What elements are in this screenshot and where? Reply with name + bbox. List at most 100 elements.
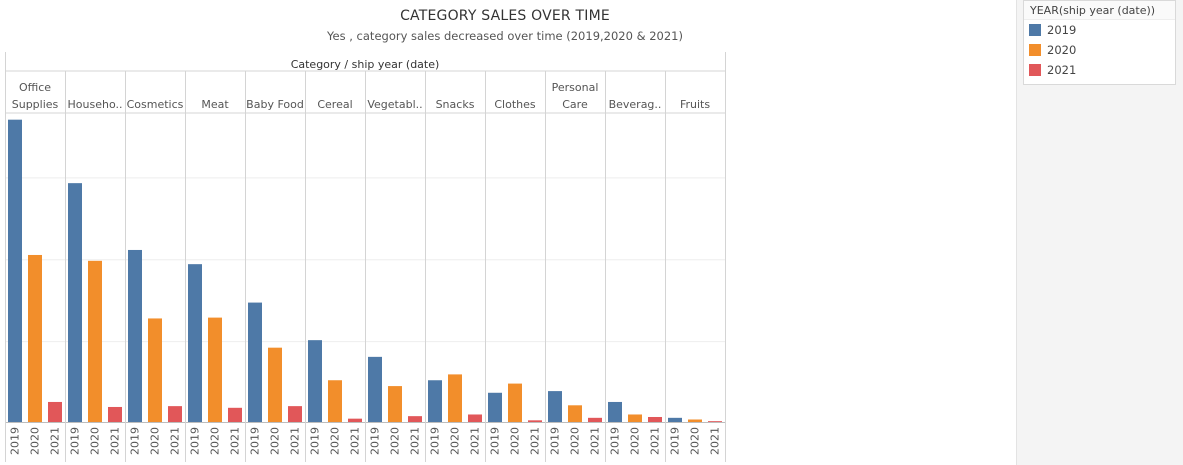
- legend-swatch-2019: [1029, 24, 1041, 36]
- category-label-househo: Househo..: [68, 98, 123, 111]
- bar-cosmetics-2019: [128, 249, 142, 422]
- legend-label-2021: 2021: [1047, 63, 1077, 77]
- year-tick-meat-2020: 2020: [209, 427, 222, 455]
- bar-fruits-2019: [668, 417, 682, 422]
- bar-cosmetics-2021: [168, 406, 182, 422]
- legend-item-2020[interactable]: 2020: [1024, 40, 1175, 60]
- category-label-beverag: Beverag..: [609, 98, 662, 111]
- year-tick-househo-2020: 2020: [89, 427, 102, 455]
- year-tick-baby-food-2020: 2020: [269, 427, 282, 455]
- legend-item-2021[interactable]: 2021: [1024, 60, 1175, 80]
- bar-meat-2020: [208, 317, 222, 422]
- bar-beverag-2020: [628, 414, 642, 422]
- year-tick-office-supplies-2020: 2020: [29, 427, 42, 455]
- bar-fruits-2020: [688, 419, 702, 422]
- legend[interactable]: YEAR(ship year (date)) 2019 2020 2021: [1023, 0, 1176, 85]
- bar-meat-2019: [188, 264, 202, 422]
- year-tick-cosmetics-2021: 2021: [169, 427, 182, 455]
- year-tick-snacks-2021: 2021: [469, 427, 482, 455]
- year-tick-cereal-2020: 2020: [329, 427, 342, 455]
- bar-baby-food-2021: [288, 406, 302, 422]
- year-tick-vegetabl-2019: 2019: [369, 427, 382, 455]
- year-tick-meat-2019: 2019: [189, 427, 202, 455]
- bar-meat-2021: [228, 407, 242, 422]
- year-tick-beverag-2020: 2020: [629, 427, 642, 455]
- year-tick-househo-2021: 2021: [109, 427, 122, 455]
- bar-snacks-2019: [428, 380, 442, 422]
- category-label-cereal: Cereal: [317, 98, 352, 111]
- year-tick-cosmetics-2020: 2020: [149, 427, 162, 455]
- year-tick-personal-care-2021: 2021: [589, 427, 602, 455]
- bar-clothes-2019: [488, 392, 502, 422]
- category-label-fruits: Fruits: [680, 98, 710, 111]
- bar-cosmetics-2020: [148, 318, 162, 422]
- bar-office-supplies-2021: [48, 401, 62, 422]
- bar-beverag-2019: [608, 401, 622, 422]
- bar-personal-care-2019: [548, 391, 562, 422]
- legend-swatch-2020: [1029, 44, 1041, 56]
- year-tick-office-supplies-2019: 2019: [9, 427, 22, 455]
- category-label-meat: Meat: [201, 98, 229, 111]
- chart-title: CATEGORY SALES OVER TIME: [400, 8, 610, 24]
- year-tick-cosmetics-2019: 2019: [129, 427, 142, 455]
- bar-househo-2020: [88, 260, 102, 422]
- bar-clothes-2021: [528, 420, 542, 422]
- year-tick-meat-2021: 2021: [229, 427, 242, 455]
- bar-personal-care-2021: [588, 417, 602, 422]
- year-tick-househo-2019: 2019: [69, 427, 82, 455]
- legend-swatch-2021: [1029, 64, 1041, 76]
- legend-title: YEAR(ship year (date)): [1024, 1, 1175, 20]
- bar-snacks-2021: [468, 414, 482, 422]
- bar-beverag-2021: [648, 416, 662, 422]
- bar-cereal-2020: [328, 380, 342, 422]
- year-tick-beverag-2019: 2019: [609, 427, 622, 455]
- year-tick-clothes-2019: 2019: [489, 427, 502, 455]
- bar-vegetabl-2020: [388, 386, 402, 422]
- year-tick-baby-food-2021: 2021: [289, 427, 302, 455]
- legend-item-2019[interactable]: 2019: [1024, 20, 1175, 40]
- bar-cereal-2021: [348, 418, 362, 422]
- year-tick-personal-care-2020: 2020: [569, 427, 582, 455]
- category-label-line: Supplies: [12, 98, 59, 111]
- year-tick-vegetabl-2020: 2020: [389, 427, 402, 455]
- category-label-line: Care: [562, 98, 588, 111]
- chart-subtitle: Yes , category sales decreased over time…: [327, 29, 683, 43]
- year-tick-snacks-2020: 2020: [449, 427, 462, 455]
- category-label-snacks: Snacks: [436, 98, 475, 111]
- year-tick-fruits-2020: 2020: [689, 427, 702, 455]
- year-tick-cereal-2021: 2021: [349, 427, 362, 455]
- category-label-cosmetics: Cosmetics: [127, 98, 184, 111]
- year-tick-clothes-2021: 2021: [529, 427, 542, 455]
- bar-vegetabl-2019: [368, 356, 382, 422]
- bar-clothes-2020: [508, 383, 522, 422]
- year-tick-vegetabl-2021: 2021: [409, 427, 422, 455]
- legend-label-2019: 2019: [1047, 23, 1077, 37]
- year-tick-fruits-2019: 2019: [669, 427, 682, 455]
- year-tick-office-supplies-2021: 2021: [49, 427, 62, 455]
- legend-label-2020: 2020: [1047, 43, 1077, 57]
- year-tick-baby-food-2019: 2019: [249, 427, 262, 455]
- column-header-label: Category / ship year (date): [291, 58, 440, 71]
- year-tick-snacks-2019: 2019: [429, 427, 442, 455]
- bar-personal-care-2020: [568, 405, 582, 422]
- bar-cereal-2019: [308, 340, 322, 422]
- bar-fruits-2021: [708, 421, 722, 422]
- category-label-clothes: Clothes: [494, 98, 536, 111]
- category-label-baby-food: Baby Food: [246, 98, 304, 111]
- year-tick-beverag-2021: 2021: [649, 427, 662, 455]
- bar-househo-2021: [108, 406, 122, 422]
- bar-chart: Category / ship year (date) Office Supplie…: [5, 52, 726, 462]
- category-label-office-supplies: Office Supplies: [12, 81, 59, 111]
- category-label-line: Personal: [552, 81, 599, 94]
- bar-snacks-2020: [448, 374, 462, 422]
- year-tick-clothes-2020: 2020: [509, 427, 522, 455]
- category-label-line: Office: [19, 81, 51, 94]
- year-tick-fruits-2021: 2021: [709, 427, 722, 455]
- bar-baby-food-2019: [248, 302, 262, 422]
- bar-househo-2019: [68, 183, 82, 422]
- category-label-vegetabl: Vegetabl..: [367, 98, 422, 111]
- bar-vegetabl-2021: [408, 416, 422, 422]
- year-tick-personal-care-2019: 2019: [549, 427, 562, 455]
- year-tick-cereal-2019: 2019: [309, 427, 322, 455]
- bar-office-supplies-2020: [28, 254, 42, 422]
